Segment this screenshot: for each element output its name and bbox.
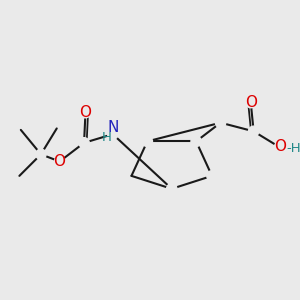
Circle shape xyxy=(79,138,89,148)
Circle shape xyxy=(248,126,259,136)
Text: O: O xyxy=(54,154,66,169)
Circle shape xyxy=(142,136,152,147)
Text: O: O xyxy=(80,105,92,120)
Circle shape xyxy=(80,107,91,118)
Text: O: O xyxy=(274,139,286,154)
Text: N: N xyxy=(108,120,119,135)
Circle shape xyxy=(36,149,46,160)
Circle shape xyxy=(207,171,217,181)
Circle shape xyxy=(274,142,285,152)
Circle shape xyxy=(167,184,177,194)
Text: H: H xyxy=(101,130,111,144)
Text: -H: -H xyxy=(286,142,300,155)
Circle shape xyxy=(54,156,65,167)
Text: O: O xyxy=(245,95,257,110)
Circle shape xyxy=(215,118,226,128)
Circle shape xyxy=(246,98,256,108)
Circle shape xyxy=(191,136,201,147)
Circle shape xyxy=(108,129,118,140)
